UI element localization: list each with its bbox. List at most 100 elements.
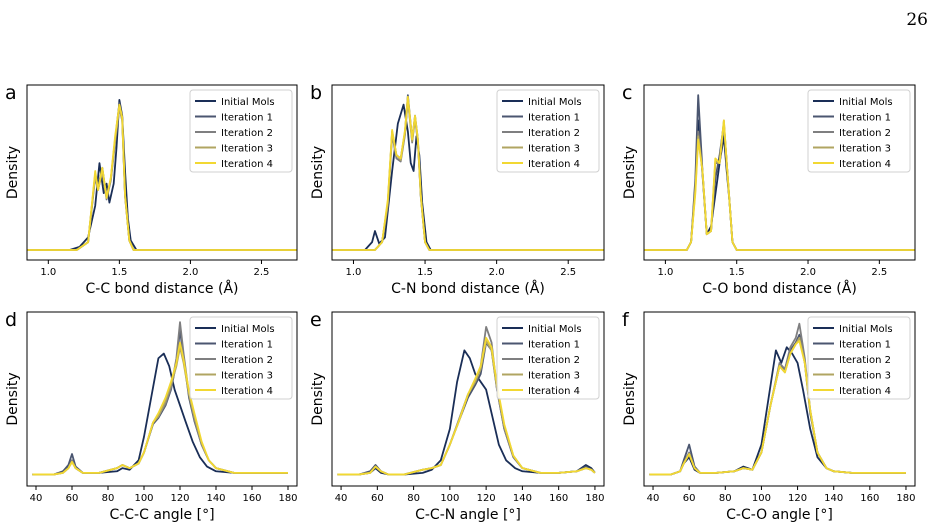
x-tick-label: 80 bbox=[719, 493, 732, 504]
legend-entry: Iteration 3 bbox=[839, 144, 891, 155]
legend-box bbox=[496, 316, 600, 400]
legend-entry: Iteration 4 bbox=[221, 386, 273, 397]
page-number: 26 bbox=[906, 10, 928, 30]
legend-entry: Iteration 3 bbox=[528, 371, 580, 382]
legend-entry: Iteration 4 bbox=[839, 159, 891, 170]
x-tick-label: 60 bbox=[66, 493, 79, 504]
legend-box bbox=[189, 89, 293, 173]
legend-entry: Initial Mols bbox=[528, 324, 582, 335]
series-line-iteration-4 bbox=[332, 95, 604, 251]
legend-entry: Iteration 2 bbox=[839, 128, 891, 139]
legend-entry: Iteration 4 bbox=[528, 159, 580, 170]
panel-a: a 1.0 1.5 2.0 2.5 C-C bond distance (Å) Densit… bbox=[5, 82, 298, 297]
legend-entry: Initial Mols bbox=[839, 324, 893, 335]
y-axis-label: Density bbox=[622, 372, 638, 425]
x-tick-label: 1.0 bbox=[40, 267, 56, 278]
axes-frame bbox=[643, 311, 916, 487]
legend-entry: Iteration 1 bbox=[221, 340, 273, 351]
x-axis-label: C-C-O angle [°] bbox=[726, 507, 833, 523]
axes-frame bbox=[26, 84, 298, 261]
x-tick-label: 40 bbox=[647, 493, 660, 504]
legend-box bbox=[189, 316, 293, 400]
legend-entry: Iteration 4 bbox=[221, 159, 273, 170]
x-axis-label: C-C-C angle [°] bbox=[109, 507, 214, 523]
x-tick-label: 1.0 bbox=[657, 267, 673, 278]
legend-entry: Iteration 2 bbox=[221, 128, 273, 139]
x-tick-label: 2.0 bbox=[489, 267, 505, 278]
x-tick-label: 100 bbox=[440, 493, 459, 504]
x-tick-label: 160 bbox=[549, 493, 568, 504]
series-line-iteration-4 bbox=[32, 341, 288, 476]
y-axis-label: Density bbox=[310, 372, 326, 425]
x-tick-label: 2.5 bbox=[871, 267, 887, 278]
x-tick-label: 120 bbox=[788, 493, 807, 504]
legend-entry: Initial Mols bbox=[221, 324, 275, 335]
legend: Initial Mols Iteration 1 Iteration 2 Iterat… bbox=[807, 316, 911, 400]
x-tick-label: 180 bbox=[585, 493, 604, 504]
legend-box bbox=[496, 89, 600, 173]
legend-box bbox=[807, 89, 911, 173]
x-tick-label: 80 bbox=[407, 493, 420, 504]
legend: Initial Mols Iteration 1 Iteration 2 Iterat… bbox=[496, 89, 600, 173]
series-line-iteration-4 bbox=[337, 336, 596, 476]
x-axis-label: C-N bond distance (Å) bbox=[391, 280, 545, 297]
axes-frame bbox=[331, 311, 605, 487]
legend-box bbox=[807, 316, 911, 400]
panel-d: d 40 60 80 100 120 140 160 180 C-C-C angle [°] Den… bbox=[5, 309, 298, 523]
panel-e: e 40 60 80 100 120 140 160 180 C-C-N angle [°] Den… bbox=[310, 309, 605, 523]
x-tick-label: 2.5 bbox=[254, 267, 270, 278]
x-axis-label: C-O bond distance (Å) bbox=[702, 280, 857, 297]
x-tick-label: 1.5 bbox=[111, 267, 127, 278]
legend-entry: Iteration 3 bbox=[221, 371, 273, 382]
x-tick-label: 60 bbox=[371, 493, 384, 504]
legend-entry: Iteration 1 bbox=[528, 113, 580, 124]
legend-entry: Iteration 3 bbox=[221, 144, 273, 155]
x-tick-label: 180 bbox=[278, 493, 297, 504]
x-tick-label: 1.0 bbox=[346, 267, 362, 278]
legend-entry: Initial Mols bbox=[528, 97, 582, 108]
panel-label: a bbox=[5, 82, 17, 104]
legend-entry: Iteration 2 bbox=[528, 355, 580, 366]
legend: Initial Mols Iteration 1 Iteration 2 Iterat… bbox=[496, 316, 600, 400]
axes-frame bbox=[26, 311, 298, 487]
x-tick-label: 140 bbox=[206, 493, 225, 504]
x-tick-label: 40 bbox=[335, 493, 348, 504]
panel-label: c bbox=[622, 82, 632, 104]
x-tick-label: 160 bbox=[860, 493, 879, 504]
panel-label: f bbox=[622, 309, 630, 331]
x-tick-label: 140 bbox=[824, 493, 843, 504]
legend: Initial Mols Iteration 1 Iteration 2 Iterat… bbox=[189, 89, 293, 173]
panel-b: b 1.0 1.5 2.0 2.5 C-N bond distance (Å) Densit… bbox=[310, 82, 605, 297]
y-axis-label: Density bbox=[5, 372, 21, 425]
x-tick-label: 180 bbox=[896, 493, 915, 504]
x-tick-label: 1.5 bbox=[417, 267, 433, 278]
legend-entry: Iteration 2 bbox=[839, 355, 891, 366]
x-tick-label: 60 bbox=[683, 493, 696, 504]
x-tick-label: 100 bbox=[752, 493, 771, 504]
x-tick-label: 2.5 bbox=[560, 267, 576, 278]
x-tick-label: 140 bbox=[513, 493, 532, 504]
legend-entry: Initial Mols bbox=[221, 97, 275, 108]
x-axis-label: C-C bond distance (Å) bbox=[86, 280, 239, 297]
legend-entry: Iteration 1 bbox=[221, 113, 273, 124]
legend-entry: Iteration 3 bbox=[528, 144, 580, 155]
series-line-iteration-4 bbox=[644, 119, 915, 251]
x-tick-label: 160 bbox=[242, 493, 261, 504]
panel-label: d bbox=[5, 309, 17, 331]
panel-label: e bbox=[310, 309, 322, 331]
x-tick-label: 2.0 bbox=[182, 267, 198, 278]
x-tick-label: 100 bbox=[134, 493, 153, 504]
legend: Initial Mols Iteration 1 Iteration 2 Iterat… bbox=[807, 89, 911, 173]
x-tick-label: 120 bbox=[477, 493, 496, 504]
legend-entry: Iteration 2 bbox=[221, 355, 273, 366]
legend-entry: Iteration 1 bbox=[528, 340, 580, 351]
legend-entry: Iteration 4 bbox=[839, 386, 891, 397]
x-tick-label: 80 bbox=[102, 493, 115, 504]
axes-frame bbox=[331, 84, 605, 261]
legend-entry: Iteration 4 bbox=[528, 386, 580, 397]
y-axis-label: Density bbox=[622, 146, 638, 199]
legend-entry: Initial Mols bbox=[839, 97, 893, 108]
legend-entry: Iteration 2 bbox=[528, 128, 580, 139]
y-axis-label: Density bbox=[310, 146, 326, 199]
